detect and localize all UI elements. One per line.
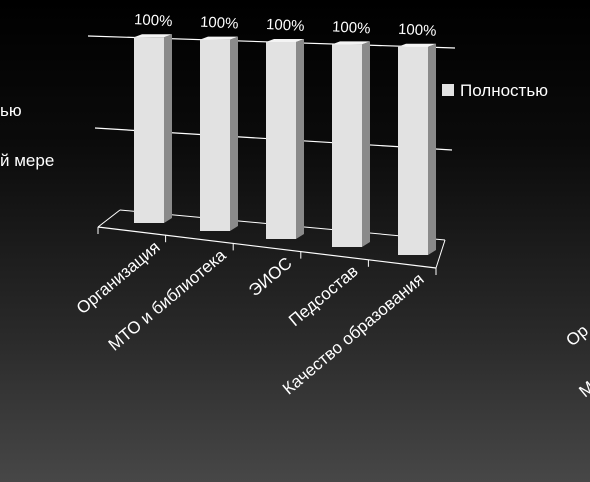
floor-right-edge <box>435 239 446 269</box>
floor-left-edge <box>97 209 121 228</box>
left-chart-legend-fragment-1: ью <box>0 101 22 120</box>
x-tick-label-3: ЭИОС <box>245 254 295 301</box>
bar-top-face <box>398 43 436 47</box>
right-chart-axis-fragment-2: М <box>575 377 590 401</box>
bar-top-face <box>200 36 238 40</box>
data-label-4: 100% <box>332 18 371 37</box>
bar-3 <box>266 39 304 239</box>
left-chart-legend-fragment-2: й мере <box>0 151 54 170</box>
data-label-3: 100% <box>266 16 305 35</box>
chart-bars <box>134 34 436 255</box>
bar-front-face <box>200 39 230 231</box>
bar-top-face <box>266 39 304 42</box>
bar-4 <box>332 41 370 248</box>
x-tick-label-5: Качество образования <box>279 270 428 399</box>
data-label-5: 100% <box>398 21 437 40</box>
legend-swatch <box>442 84 454 96</box>
right-chart-axis-fragment-1: Ор <box>562 321 590 350</box>
x-tick-label-4: Педсостав <box>285 262 362 331</box>
bar-side-face <box>428 43 436 255</box>
data-label-2: 100% <box>200 14 239 33</box>
bar-top-face <box>134 34 172 38</box>
chart-data-labels: 100% 100% 100% 100% 100% <box>134 11 437 40</box>
bar-front-face <box>266 42 296 239</box>
bar-side-face <box>164 34 172 224</box>
bar-front-face <box>134 37 164 224</box>
bar-side-face <box>296 39 304 239</box>
bar-side-face <box>362 41 370 248</box>
legend-label: Полностью <box>460 81 548 100</box>
bar-front-face <box>332 44 362 248</box>
bar-top-face <box>332 41 370 45</box>
data-label-1: 100% <box>134 11 173 30</box>
x-axis-line <box>97 226 437 269</box>
bar-2 <box>200 36 238 231</box>
bar-side-face <box>230 36 238 231</box>
bar-1 <box>134 34 172 224</box>
bar-front-face <box>398 46 428 255</box>
bar-5 <box>398 43 436 255</box>
